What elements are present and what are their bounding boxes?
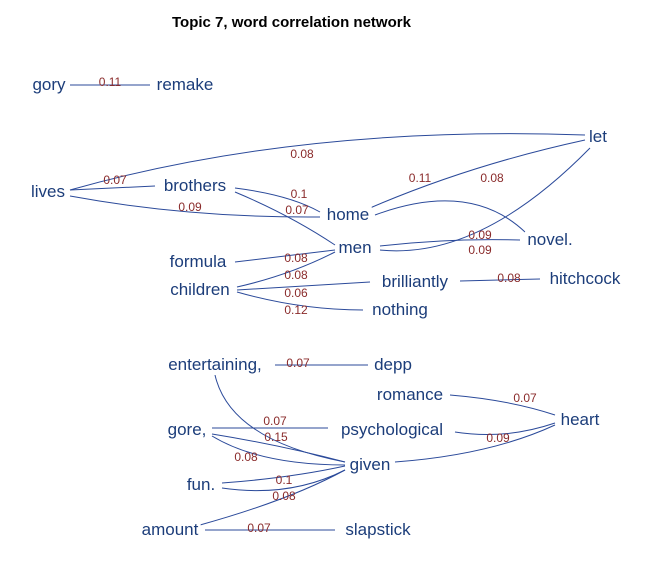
edge-label: 0.08: [284, 251, 307, 265]
node-psychological: psychological: [339, 420, 445, 440]
node-formula: formula: [168, 252, 229, 272]
edge: [450, 395, 555, 415]
node-brothers: brothers: [162, 176, 228, 196]
edge: [235, 192, 335, 245]
edge-label: 0.08: [290, 147, 313, 161]
edge-label: 0.07: [247, 521, 270, 535]
node-slapstick: slapstick: [343, 520, 412, 540]
node-remake: remake: [155, 75, 216, 95]
node-brilliantly: brilliantly: [380, 272, 450, 292]
edge-label: 0.08: [480, 171, 503, 185]
edge-label: 0.07: [103, 173, 126, 187]
node-men: men: [336, 238, 373, 258]
network-canvas: Topic 7, word correlation network goryre…: [0, 0, 669, 579]
node-gore: gore,: [166, 420, 209, 440]
edge-label: 0.09: [486, 431, 509, 445]
node-let: let: [587, 127, 609, 147]
edge-label: 0.11: [99, 75, 121, 89]
edge-label: 0.07: [513, 391, 536, 405]
node-depp: depp: [372, 355, 414, 375]
edge-label: 0.07: [263, 414, 286, 428]
edge: [375, 201, 525, 232]
edge-label: 0.12: [284, 303, 307, 317]
edge-label: 0.15: [264, 430, 287, 444]
edge-label: 0.1: [276, 473, 293, 487]
edge-label: 0.08: [234, 450, 257, 464]
edge: [70, 134, 585, 190]
edge-label: 0.1: [291, 187, 308, 201]
node-gory: gory: [30, 75, 67, 95]
node-romance: romance: [375, 385, 445, 405]
edge-label: 0.06: [284, 286, 307, 300]
edge-label: 0.08: [284, 268, 307, 282]
node-nothing: nothing: [370, 300, 430, 320]
edge: [370, 140, 585, 208]
node-amount: amount: [140, 520, 201, 540]
node-home: home: [325, 205, 372, 225]
edge-label: 0.09: [178, 200, 201, 214]
node-fun: fun.: [185, 475, 217, 495]
node-children: children: [168, 280, 232, 300]
node-novel: novel.: [525, 230, 574, 250]
node-lives: lives: [29, 182, 67, 202]
edge-label: 0.11: [409, 171, 431, 185]
edge-label: 0.07: [285, 203, 308, 217]
node-heart: heart: [559, 410, 602, 430]
node-hitchcock: hitchcock: [548, 269, 623, 289]
node-entertaining: entertaining,: [166, 355, 264, 375]
edge-label: 0.08: [497, 271, 520, 285]
edge-label: 0.07: [286, 356, 309, 370]
edge-label: 0.09: [468, 228, 491, 242]
edge-label: 0.09: [468, 243, 491, 257]
node-given: given: [348, 455, 393, 475]
edge-label: 0.08: [272, 489, 295, 503]
